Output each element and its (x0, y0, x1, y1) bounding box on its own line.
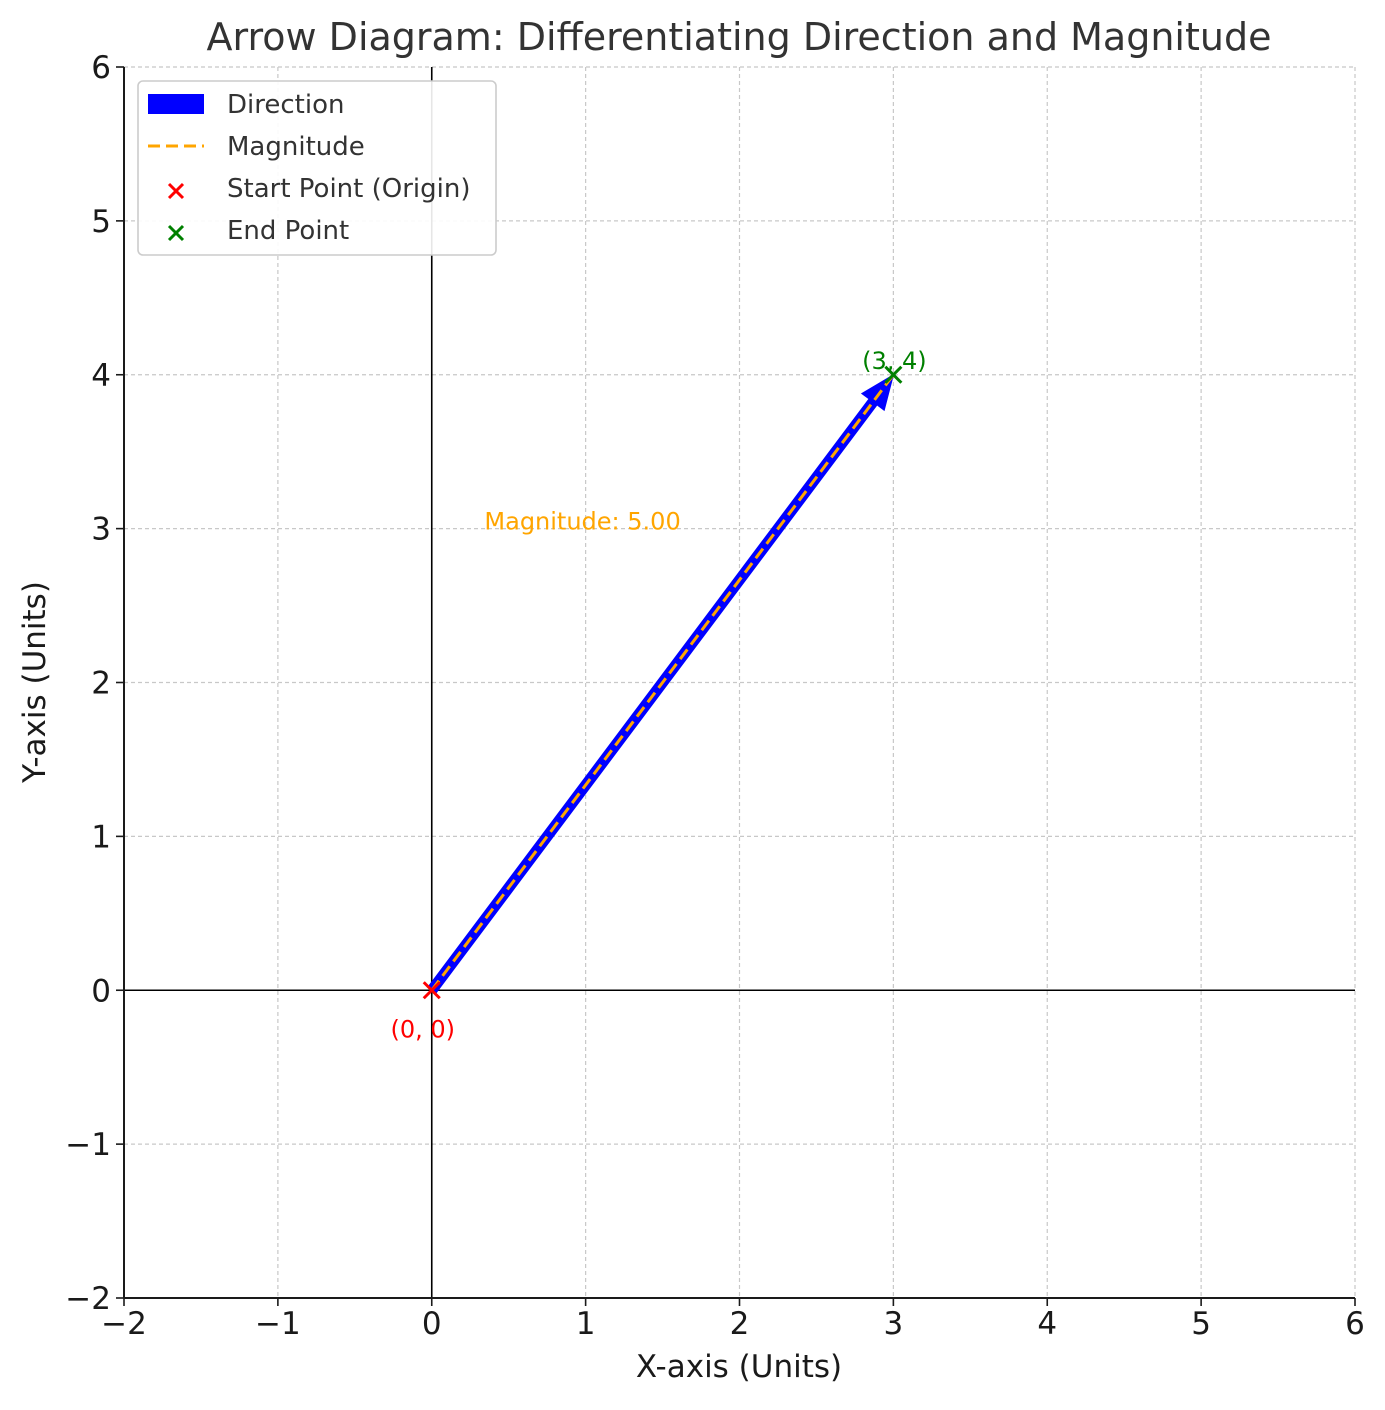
legend: Direction Magnitude Start Point (Origin) En… (137, 80, 497, 256)
legend-swatch-end-point-stroke-b (167, 224, 185, 242)
annotation-label: (0, 0) (390, 1015, 455, 1043)
annotation-label: Magnitude: 5.00 (484, 507, 680, 535)
x-tick-label: 3 (884, 1306, 904, 1342)
x-tick-label: 6 (1345, 1306, 1365, 1342)
legend-item: Direction (148, 90, 344, 120)
legend-swatch-end-point (167, 224, 185, 242)
legend-label: End Point (227, 216, 349, 246)
zero-lines (124, 67, 1355, 1298)
grid (123, 66, 1356, 1299)
y-tick-label: 0 (91, 973, 111, 1009)
y-tick-label: 6 (91, 50, 111, 86)
plot-area: (0, 0) (3, 4) Magnitude: 5.00 (390, 347, 926, 1044)
y-tick-label: 2 (91, 666, 111, 702)
legend-swatch-start-point-stroke-b (167, 182, 185, 200)
y-tick-label: −1 (65, 1127, 111, 1163)
ticks: −2 −1 0 1 2 3 4 5 6 −2 −1 0 1 2 3 4 5 6 (65, 50, 1365, 1342)
legend-item: Start Point (Origin) (167, 174, 470, 204)
x-axis-label: X-axis (Units) (636, 1349, 842, 1385)
start-point-marker (422, 981, 441, 1000)
legend-label: Start Point (Origin) (227, 174, 470, 204)
annotation-label: (3, 4) (862, 347, 927, 375)
y-tick-label: 1 (91, 819, 111, 855)
legend-item: End Point (167, 216, 349, 246)
legend-box (137, 80, 497, 256)
start-point-marker-stroke-b (422, 981, 441, 1000)
legend-swatch-start-point (167, 182, 185, 200)
end-point-marker (884, 365, 903, 384)
legend-swatch-direction (148, 94, 204, 114)
y-tick-label: 4 (91, 358, 111, 394)
x-tick-label: 4 (1037, 1306, 1057, 1342)
x-tick-label: −1 (255, 1306, 301, 1342)
x-tick-label: 5 (1191, 1306, 1211, 1342)
x-tick-label: 0 (422, 1306, 442, 1342)
legend-label: Magnitude (227, 132, 365, 162)
legend-label: Direction (227, 90, 344, 120)
end-point-marker-stroke-b (884, 365, 903, 384)
y-tick-label: −2 (65, 1281, 111, 1317)
x-tick-label: −2 (101, 1306, 147, 1342)
x-tick-label: 1 (576, 1306, 596, 1342)
x-tick-label: 2 (730, 1306, 750, 1342)
y-tick-label: 5 (91, 204, 111, 240)
chart-title: Arrow Diagram: Differentiating Direction… (207, 15, 1272, 59)
y-axis-label: Y-axis (Units) (17, 581, 53, 784)
legend-item: Magnitude (148, 132, 365, 162)
magnitude-line (430, 373, 895, 992)
y-tick-label: 3 (91, 512, 111, 548)
